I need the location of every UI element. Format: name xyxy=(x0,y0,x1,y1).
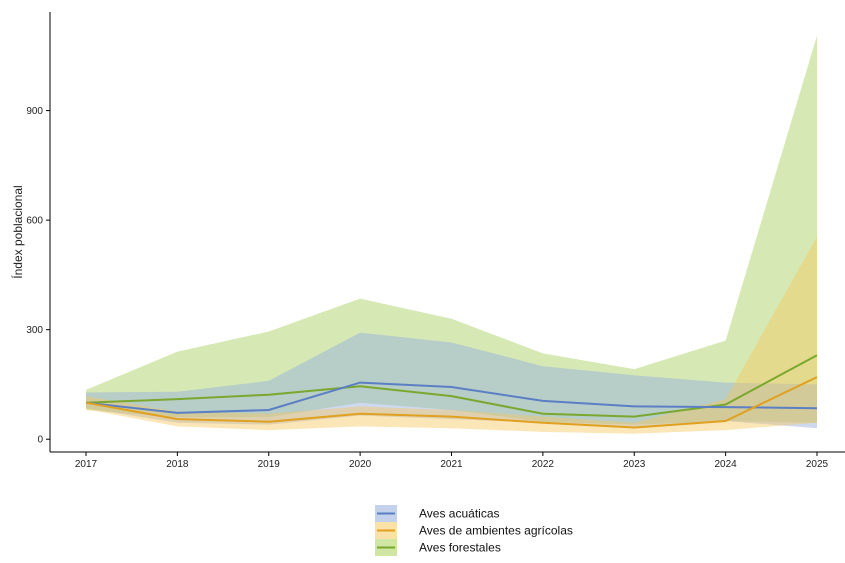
x-tick-label: 2018 xyxy=(166,459,189,470)
x-ticks: 2017 2018 2019 2020 2021 2022 2023 2024 2025 xyxy=(75,452,829,470)
legend-label: Aves de ambientes agrícolas xyxy=(419,524,573,538)
x-tick-label: 2023 xyxy=(623,459,646,470)
x-tick-label: 2025 xyxy=(806,459,829,470)
legend-item: Aves acuáticas xyxy=(375,505,500,522)
line-series-1 xyxy=(85,381,818,414)
legend-item: Aves de ambientes agrícolas xyxy=(375,522,573,539)
legend-item: Aves forestales xyxy=(375,539,501,556)
y-axis-title: Índex poblacional xyxy=(10,185,25,278)
y-tick-label: 600 xyxy=(26,216,43,227)
band-series-1 xyxy=(86,332,817,429)
line-series-2 xyxy=(85,376,818,429)
legend-label: Aves acuáticas xyxy=(419,507,500,521)
legend-label: Aves forestales xyxy=(419,541,501,555)
y-ticks: 0 300 600 900 xyxy=(26,106,50,446)
y-tick-label: 0 xyxy=(37,435,43,446)
x-tick-label: 2021 xyxy=(440,459,463,470)
x-tick-label: 2022 xyxy=(532,459,555,470)
x-tick-label: 2019 xyxy=(258,459,281,470)
band-series-0 xyxy=(86,35,817,425)
band-series-2 xyxy=(86,236,817,434)
y-tick-label: 300 xyxy=(26,325,43,336)
legend: Aves acuáticas Aves de ambientes agrícola… xyxy=(375,505,573,556)
series-lines xyxy=(85,354,818,429)
y-tick-label: 900 xyxy=(26,106,43,117)
x-tick-label: 2024 xyxy=(715,459,738,470)
x-tick-label: 2020 xyxy=(349,459,372,470)
axes xyxy=(49,12,845,453)
x-tick-label: 2017 xyxy=(75,459,98,470)
confidence-bands xyxy=(86,35,817,434)
line-series-0 xyxy=(85,354,818,418)
